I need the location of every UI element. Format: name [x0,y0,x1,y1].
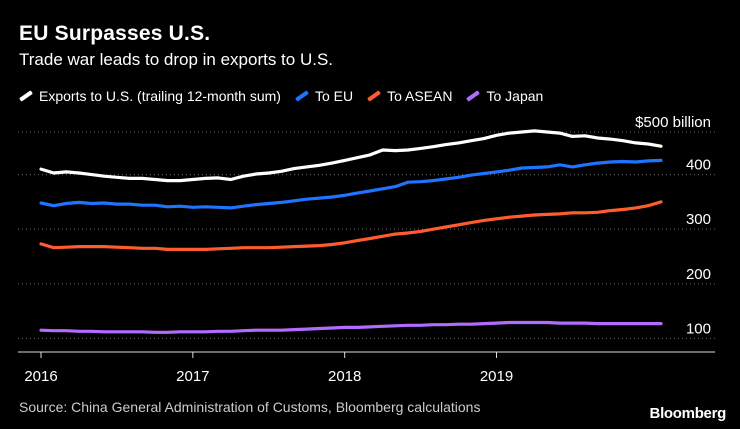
y-tick-label: 400 [686,157,711,174]
source-note: Source: China General Administration of … [19,399,481,415]
y-tick-label: 300 [686,211,711,228]
series-line-2 [39,200,663,251]
legend: Exports to U.S. (trailing 12-month sum) … [19,88,557,104]
legend-label-asean: To ASEAN [387,88,453,104]
legend-label-japan: To Japan [486,88,544,104]
y-tick-label: 100 [686,320,711,337]
series-line-0 [39,129,663,183]
x-tick-label: 2016 [24,368,57,385]
y-unit-label: $500 billion [635,114,711,131]
x-tick-label: 2017 [176,368,209,385]
legend-label-eu: To EU [314,88,354,104]
brand-logo: Bloomberg [649,405,727,422]
x-tick-label: 2019 [480,368,513,385]
y-tick-label: 200 [686,266,711,283]
chart-subtitle: Trade war leads to drop in exports to U.… [19,50,334,69]
legend-item-us: Exports to U.S. (trailing 12-month sum) [19,88,281,104]
legend-item-asean: To ASEAN [367,88,452,104]
legend-item-eu: To EU [295,88,353,104]
legend-item-japan: To Japan [466,88,543,104]
series-line-1 [39,158,663,210]
legend-label-us: Exports to U.S. (trailing 12-month sum) [39,88,281,104]
x-tick-label: 2018 [328,368,361,385]
chart-title: EU Surpasses U.S. [19,22,211,45]
series-line-3 [39,320,663,334]
